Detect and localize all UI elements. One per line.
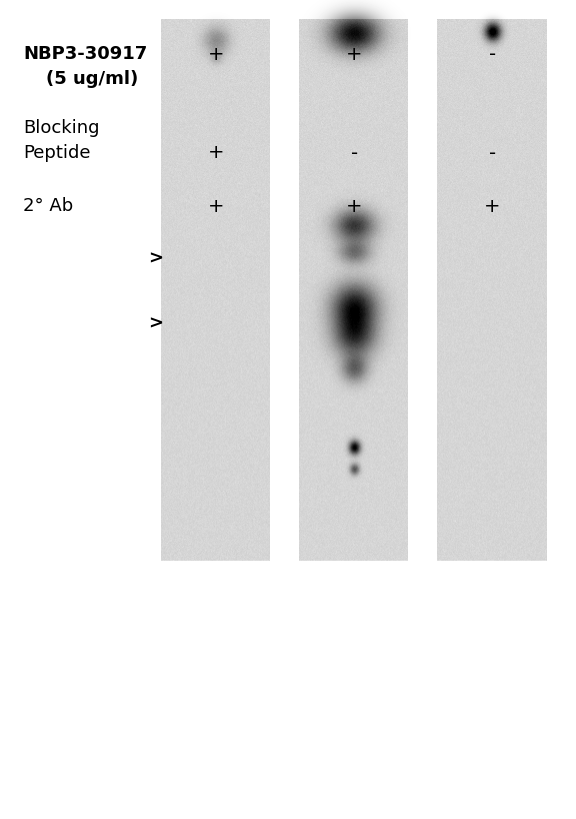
Text: +: + xyxy=(346,197,362,215)
Text: -: - xyxy=(489,45,496,64)
Text: NBP3-30917: NBP3-30917 xyxy=(23,45,147,63)
Text: -: - xyxy=(489,143,496,162)
Text: +: + xyxy=(208,45,224,64)
Text: Peptide: Peptide xyxy=(23,143,90,161)
Text: 2° Ab: 2° Ab xyxy=(23,197,73,215)
Text: +: + xyxy=(208,197,224,215)
Text: (5 ug/ml): (5 ug/ml) xyxy=(46,70,138,88)
Text: +: + xyxy=(346,45,362,64)
Text: +: + xyxy=(484,197,501,215)
Bar xyxy=(300,20,409,561)
Text: Blocking: Blocking xyxy=(23,119,100,137)
Bar xyxy=(161,20,271,561)
Text: -: - xyxy=(351,143,358,162)
Text: +: + xyxy=(208,143,224,162)
Text: >: > xyxy=(148,249,163,267)
Text: >: > xyxy=(148,314,163,333)
Bar xyxy=(438,20,547,561)
